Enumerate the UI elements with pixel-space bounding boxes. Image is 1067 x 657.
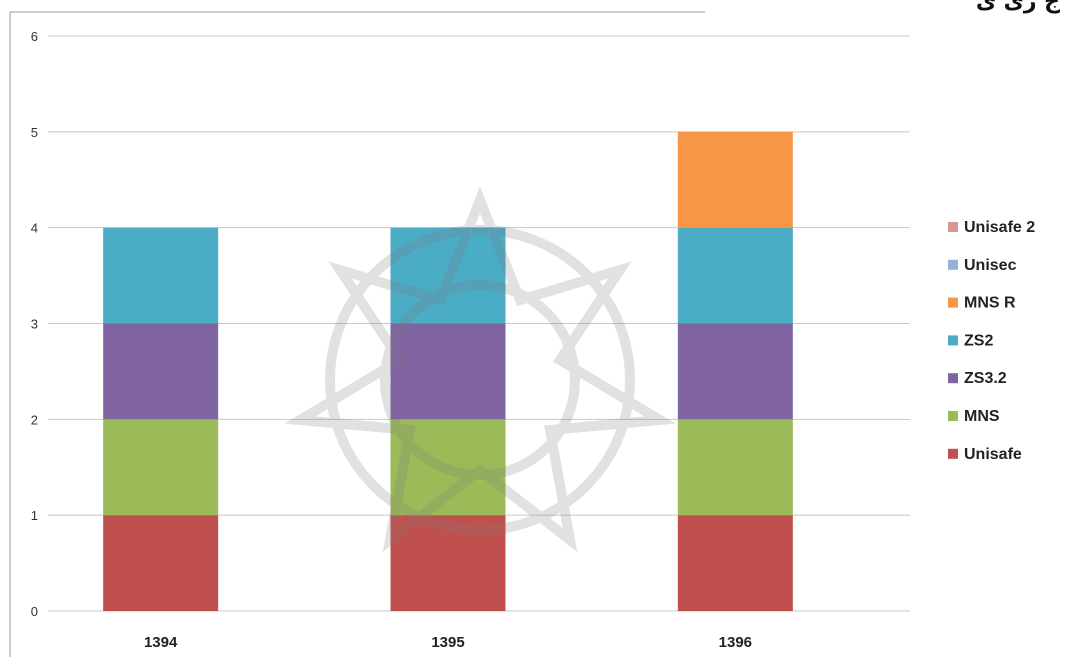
bar-segment bbox=[103, 515, 219, 611]
bar-segment bbox=[390, 515, 506, 611]
legend-swatch bbox=[948, 259, 958, 270]
y-axis: 0 1 2 3 4 5 6 bbox=[31, 29, 38, 619]
legend-label: MNS R bbox=[964, 295, 1016, 312]
x-tick-label: 1396 bbox=[719, 634, 752, 651]
legend-label: Unisec bbox=[964, 257, 1017, 274]
y-tick-label: 3 bbox=[31, 317, 38, 332]
chart-title-fragment: ج ری ی bbox=[976, 0, 1060, 14]
legend-label: MNS bbox=[964, 408, 1000, 425]
legend-label: Unisafe bbox=[964, 446, 1022, 463]
bars bbox=[103, 131, 793, 611]
y-tick-label: 0 bbox=[31, 604, 38, 619]
legend-swatch bbox=[948, 297, 958, 308]
bar-segment bbox=[103, 227, 219, 324]
legend-swatch bbox=[948, 448, 958, 459]
bar-segment bbox=[677, 515, 793, 611]
bar-segment bbox=[103, 323, 219, 420]
bar-segment bbox=[677, 323, 793, 420]
legend-swatch bbox=[948, 411, 958, 421]
bar-segment bbox=[103, 419, 219, 516]
watermark-emblem bbox=[284, 186, 676, 552]
y-tick-label: 1 bbox=[31, 508, 38, 523]
x-axis: 1394 1395 1396 bbox=[144, 634, 752, 651]
y-tick-label: 2 bbox=[31, 412, 38, 427]
legend-label: ZS2 bbox=[964, 332, 993, 349]
legend-label: Unisafe 2 bbox=[964, 219, 1035, 236]
y-tick-label: 5 bbox=[31, 125, 38, 140]
bar-segment bbox=[677, 131, 793, 228]
bar-segment bbox=[390, 419, 506, 516]
bar-segment bbox=[390, 227, 506, 324]
legend: Unisafe 2 Unisec MNS R ZS2 ZS3.2 MNS Unisafe bbox=[948, 219, 1035, 463]
bar-segment bbox=[390, 323, 506, 420]
x-tick-label: 1395 bbox=[431, 634, 464, 651]
legend-label: ZS3.2 bbox=[964, 370, 1007, 387]
legend-swatch bbox=[948, 335, 958, 346]
legend-swatch bbox=[948, 373, 958, 384]
bar-segment bbox=[677, 419, 793, 516]
y-tick-label: 4 bbox=[31, 221, 38, 236]
bar-segment bbox=[677, 227, 793, 324]
x-tick-label: 1394 bbox=[144, 634, 178, 651]
legend-swatch bbox=[948, 222, 958, 232]
y-tick-label: 6 bbox=[31, 29, 38, 44]
